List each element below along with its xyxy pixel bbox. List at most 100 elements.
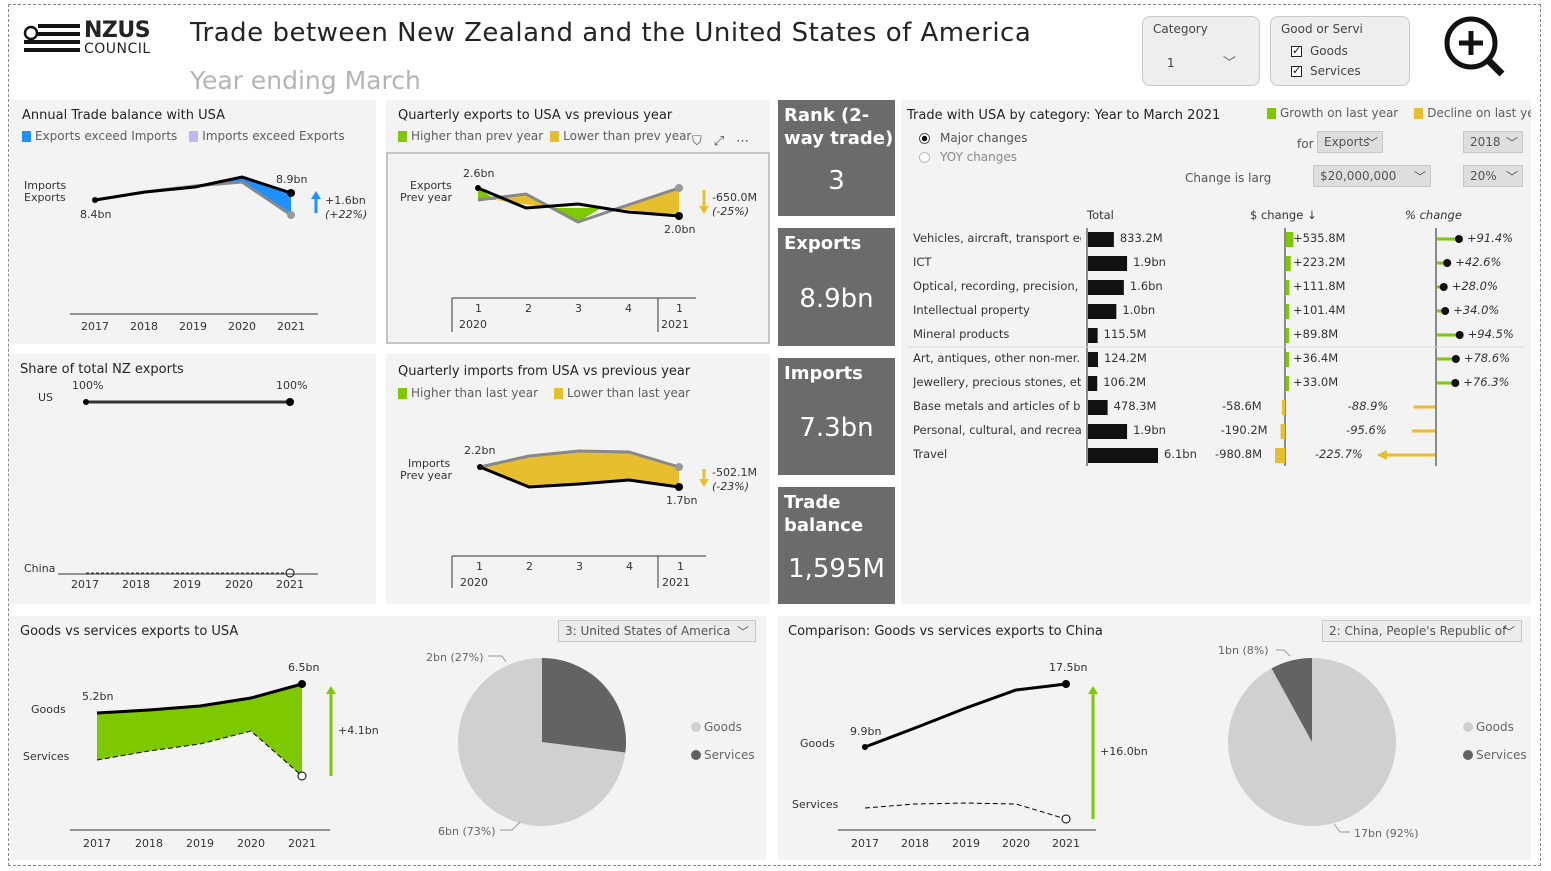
country-dropdown[interactable]: 2: China, People's Republic of ﹀	[1322, 620, 1522, 642]
x-tick: 2020	[225, 578, 253, 591]
radio-selected-icon[interactable]	[919, 133, 930, 144]
pct-dropdown[interactable]: 20% ﹀	[1463, 165, 1523, 187]
delta-arrowhead	[311, 191, 321, 199]
series-label: Services	[792, 798, 839, 811]
change-value: +111.8M	[1293, 279, 1346, 293]
total-value: 833.2M	[1119, 231, 1163, 245]
logo-stripes-icon	[23, 24, 80, 52]
series-label: Exports	[24, 191, 66, 204]
year-dropdown[interactable]: 2018 ﹀	[1463, 131, 1523, 153]
series-label: Goods	[800, 737, 835, 750]
column-header-total[interactable]: Total	[1087, 208, 1114, 222]
legend-dot-services	[691, 750, 701, 760]
kpi-label: Exports	[784, 233, 862, 254]
focus-mode-icon[interactable]: ⤢	[713, 134, 725, 149]
legend: Higher than last year Lower than last ye…	[398, 386, 690, 400]
start-marker	[862, 744, 868, 750]
end-marker	[286, 398, 294, 406]
legend-label: Exports exceed Imports	[35, 129, 178, 143]
legend-swatch-gold	[554, 387, 564, 399]
pie-leader	[500, 821, 521, 831]
change-label: Change is larger than	[1185, 171, 1271, 185]
panel-title: Goods vs services exports to USA	[20, 624, 239, 639]
threshold-dropdown[interactable]: $20,000,000 ﹀	[1313, 165, 1431, 187]
radio-unselected-icon[interactable]	[919, 152, 930, 163]
legend-swatch-blue	[22, 130, 31, 142]
china-pie	[1228, 658, 1396, 826]
x-year: 2021	[661, 318, 689, 331]
category-name: Vehicles, aircraft, transport eq...	[913, 231, 1081, 245]
higher-area	[551, 208, 601, 222]
legend-swatch-gold	[1414, 107, 1424, 119]
row-label: China	[24, 562, 55, 575]
x-tick: 1	[475, 302, 482, 315]
data-label: 2.6bn	[463, 167, 494, 180]
category-slicer-value[interactable]: 1	[1167, 56, 1175, 70]
radio-major[interactable]: Major changes	[919, 131, 1028, 145]
category-name: Intellectual property	[913, 303, 1030, 317]
change-value: +223.2M	[1293, 255, 1346, 269]
column-header-pct[interactable]: % change	[1405, 208, 1462, 222]
end-marker	[287, 189, 295, 197]
x-tick: 2020	[1002, 837, 1030, 850]
x-tick: 2	[525, 302, 532, 315]
legend: Exports exceed Imports Imports exceed Ex…	[22, 129, 345, 143]
pct-value: -88.9%	[1347, 399, 1389, 413]
prev-year-line	[479, 449, 680, 469]
x-tick: 2021	[276, 578, 304, 591]
annual-trade-balance-panel: Annual Trade balance with USA Exports ex…	[10, 100, 376, 344]
category-slicer-label: Category	[1153, 22, 1208, 36]
exports-line	[94, 175, 292, 202]
pie-leader	[488, 655, 507, 663]
x-year: 2021	[662, 576, 690, 589]
more-options-icon[interactable]: ⋯	[736, 134, 750, 149]
end-marker	[675, 483, 683, 491]
total-bar	[1088, 400, 1108, 415]
total-value: 1.9bn	[1133, 255, 1166, 269]
x-tick: 2019	[952, 837, 980, 850]
pie-slice[interactable]	[458, 658, 626, 826]
zoom-in-icon[interactable]	[1442, 14, 1508, 80]
category-name: Art, antiques, other non-mer...	[913, 351, 1081, 365]
pie-slice[interactable]	[542, 658, 626, 753]
kpi-label: Trade balance	[784, 492, 864, 536]
year-dropdown-value: 2018	[1470, 135, 1501, 149]
pie-slice[interactable]	[1271, 658, 1312, 742]
radio-label: Major changes	[940, 131, 1028, 145]
flow-dropdown[interactable]: Exports ﹀	[1317, 131, 1383, 153]
checkbox-icon[interactable]	[1291, 64, 1302, 77]
pct-value: +76.3%	[1463, 375, 1510, 389]
data-label: 100%	[276, 379, 307, 392]
report-canvas	[8, 4, 1541, 866]
page-title: Trade between New Zealand and the United…	[190, 18, 1032, 48]
column-header-change[interactable]: $ change ↓	[1250, 208, 1317, 222]
x-tick: 2020	[228, 320, 256, 333]
data-label: 100%	[72, 379, 103, 392]
goods-option[interactable]: Goods	[1291, 44, 1348, 58]
end-marker	[675, 184, 683, 192]
change-value: +89.8M	[1293, 327, 1339, 341]
radio-yoy[interactable]: YOY changes	[919, 150, 1017, 164]
selection-border	[386, 152, 770, 344]
category-slicer[interactable]: Category 1 ﹀	[1142, 16, 1260, 86]
goods-line	[96, 682, 303, 715]
delta-arrowhead	[326, 686, 336, 694]
logo-main: NZUS	[84, 18, 151, 43]
country-dropdown[interactable]: 3: United States of America ﹀	[558, 620, 756, 642]
chevron-down-icon[interactable]: ﹀	[1223, 56, 1237, 71]
services-option[interactable]: Services	[1291, 64, 1361, 78]
change-value: -190.2M	[1220, 423, 1268, 437]
change-bar	[1286, 304, 1290, 319]
nzus-logo: NZUS COUNCIL	[22, 18, 162, 60]
checkbox-icon[interactable]	[1291, 44, 1302, 57]
series-label: Exports	[410, 179, 452, 192]
category-name: Mineral products	[913, 327, 1010, 341]
goods-services-slicer[interactable]: Good or Servi Goods Services	[1270, 16, 1410, 86]
change-bar	[1286, 280, 1290, 295]
filter-icon[interactable]: ⛉	[692, 134, 702, 149]
legend-label: Lower than prev year	[563, 129, 692, 143]
x-tick: 2021	[288, 837, 316, 850]
lower-area	[614, 188, 679, 216]
data-label: 2.0bn	[664, 223, 695, 236]
end-marker	[1061, 814, 1071, 824]
